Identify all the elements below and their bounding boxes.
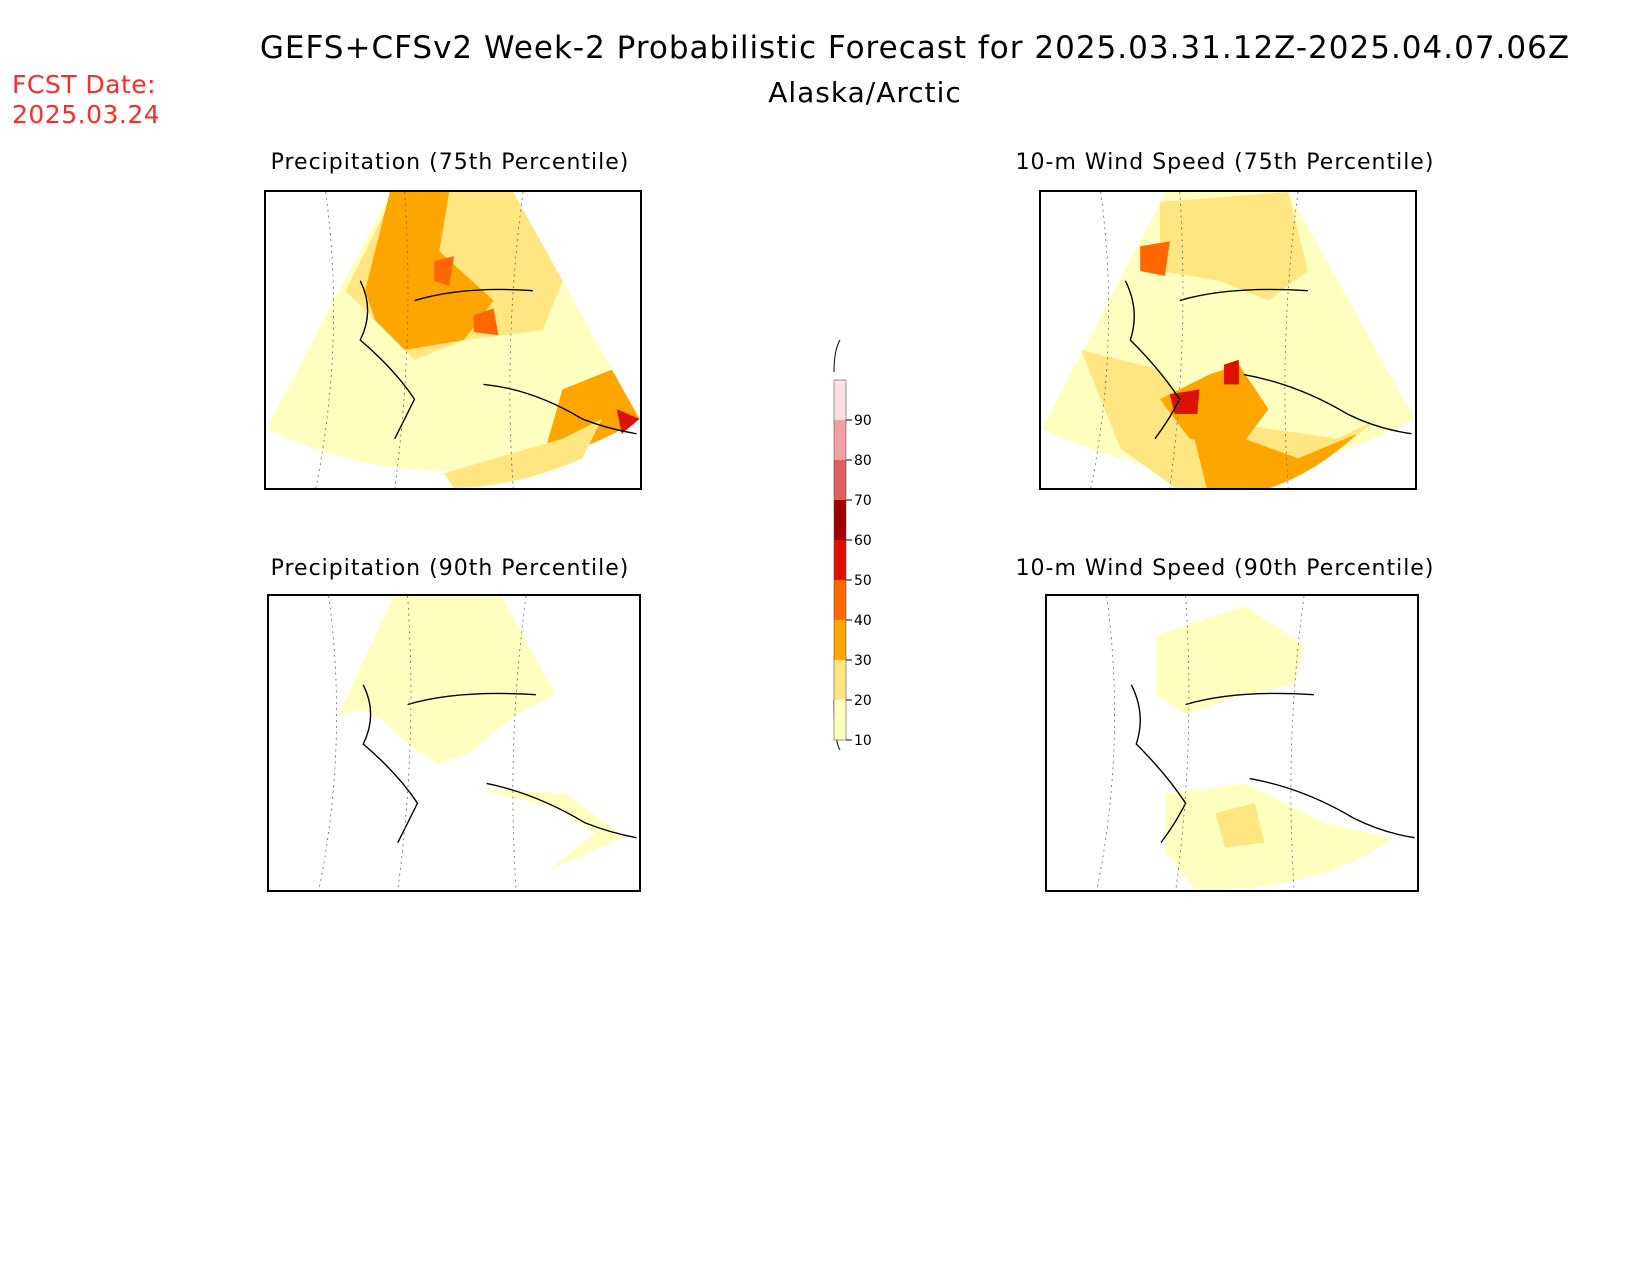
colorbar-swatch bbox=[834, 380, 846, 420]
colorbar-tick-label: 60 bbox=[854, 533, 872, 549]
panel-title-precip-75: Precipitation (75th Percentile) bbox=[270, 150, 630, 175]
map-panel-wind-75 bbox=[1039, 190, 1417, 490]
panel-title-precip-90: Precipitation (90th Percentile) bbox=[270, 556, 630, 581]
map-panel-precip-90 bbox=[267, 594, 641, 892]
panel-title-wind-90: 10-m Wind Speed (90th Percentile) bbox=[1015, 556, 1435, 581]
colorbar-frame bbox=[833, 379, 847, 741]
colorbar-swatch bbox=[834, 420, 846, 460]
colorbar-tick-label: 40 bbox=[854, 613, 872, 629]
colorbar-swatch bbox=[834, 580, 846, 620]
panel-title-wind-75: 10-m Wind Speed (75th Percentile) bbox=[1015, 150, 1435, 175]
region-subtitle: Alaska/Arctic bbox=[768, 76, 962, 109]
forecast-date-label: FCST Date: bbox=[12, 70, 157, 99]
colorbar-tick-label: 90 bbox=[854, 413, 872, 429]
colorbar-tail-top bbox=[833, 339, 841, 373]
wind-75-map bbox=[1041, 192, 1415, 488]
colorbar-swatch bbox=[834, 620, 846, 660]
colorbar-tick-label: 80 bbox=[854, 453, 872, 469]
colorbar-swatch bbox=[834, 540, 846, 580]
colorbar-swatch bbox=[834, 500, 846, 540]
colorbar-tick-label: 20 bbox=[854, 693, 872, 709]
colorbar-swatch bbox=[834, 660, 846, 700]
colorbar-swatch bbox=[834, 700, 846, 740]
colorbar-swatch bbox=[834, 460, 846, 500]
map-panel-wind-90 bbox=[1045, 594, 1419, 892]
colorbar-tick-label: 50 bbox=[854, 573, 872, 589]
colorbar-tick-label: 70 bbox=[854, 493, 872, 509]
color-scale-legend: 10 20 30 40 50 60 70 80 90 bbox=[820, 330, 910, 751]
figure-title: GEFS+CFSv2 Week-2 Probabilistic Forecast… bbox=[259, 30, 1571, 66]
wind-90-map bbox=[1096, 596, 1415, 890]
forecast-date-value: 2025.03.24 bbox=[12, 100, 161, 129]
color-scale-bar: 10 20 30 40 50 60 70 80 90 bbox=[833, 339, 872, 751]
precip-90-map bbox=[318, 596, 637, 890]
precip-75-map bbox=[266, 192, 640, 488]
map-panel-precip-75 bbox=[264, 190, 642, 490]
colorbar-tick-label: 30 bbox=[854, 653, 872, 669]
colorbar-tick-label: 10 bbox=[854, 733, 872, 749]
